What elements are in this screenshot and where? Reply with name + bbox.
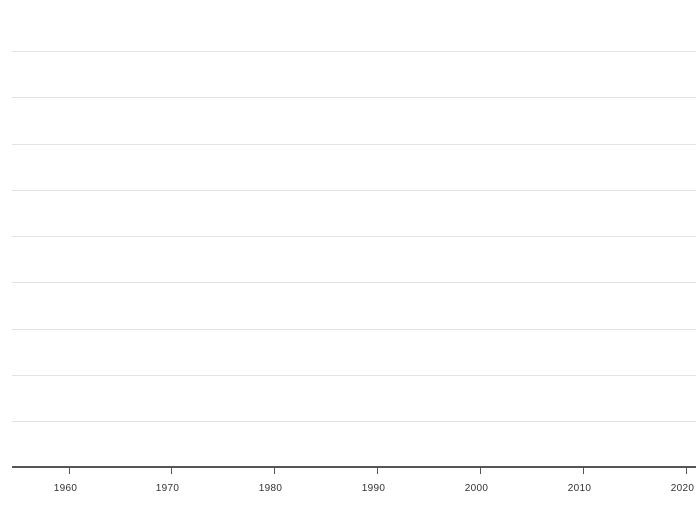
x-tick-label: 1960 xyxy=(54,483,78,494)
x-tick-label: 1990 xyxy=(362,483,386,494)
x-tick-label: 2010 xyxy=(568,483,592,494)
gridlines xyxy=(12,51,696,422)
x-tick-label: 2000 xyxy=(465,483,489,494)
x-tick-label: 2020 xyxy=(671,483,695,494)
x-tick-labels: 1960 1970 1980 1990 2000 2010 2020 xyxy=(54,483,695,494)
x-tick-label: 1980 xyxy=(259,483,283,494)
x-tick-label: 1970 xyxy=(156,483,180,494)
x-axis xyxy=(12,466,696,474)
